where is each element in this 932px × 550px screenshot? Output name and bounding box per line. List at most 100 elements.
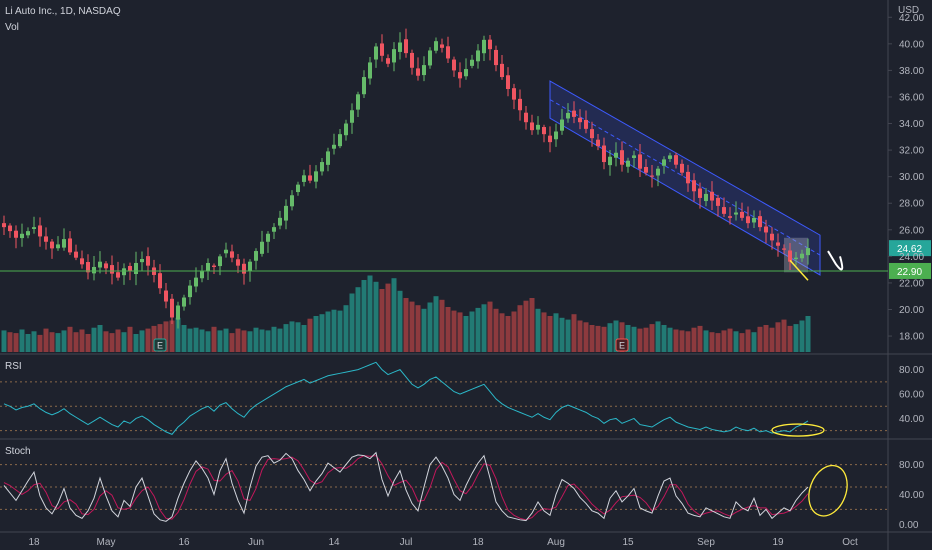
price-candle [764,226,768,233]
volume-bar [469,311,475,352]
volume-bar [637,328,643,352]
price-candle [116,272,120,278]
earnings-marker-label: E [619,341,625,351]
price-candle [728,216,732,218]
volume-bar [745,329,751,352]
volume-bar [181,325,187,352]
price-candle [452,59,456,71]
price-candle [218,256,222,267]
price-tick-label: 42.00 [899,13,924,24]
price-candle [224,249,228,254]
volume-bar [25,334,31,352]
earnings-marker [615,338,629,352]
price-candle [734,212,738,215]
volume-bar [97,325,103,352]
time-tick-label: Aug [547,537,565,548]
volume-bar [799,320,805,352]
volume-bar [109,333,115,352]
volume-bar [337,310,343,352]
price-candle [212,265,216,267]
volume-bar [331,309,337,352]
volume-bar [367,275,373,352]
price-candle [320,162,324,172]
price-candle [632,155,636,159]
price-candle [182,297,186,307]
volume-bar [553,313,559,352]
price-candle [56,244,60,249]
price-tick-label: 38.00 [899,66,924,77]
volume-bar [271,326,277,352]
volume-bar [235,328,241,352]
volume-bar [577,320,583,352]
volume-bar [655,321,661,352]
price-candle [170,298,174,318]
volume-bar [661,325,667,352]
volume-bar [631,326,637,352]
price-candle [524,112,528,123]
time-tick-label: 14 [328,537,340,548]
volume-bar [163,321,169,352]
volume-bar [487,301,493,352]
price-candle [590,129,594,139]
price-candle [68,238,72,253]
volume-bar [613,320,619,352]
volume-bar [667,327,673,352]
volume-bar [529,298,535,352]
volume-bar [313,316,319,352]
volume-bar [73,332,79,352]
price-candle [428,50,432,66]
price-candle [434,41,438,51]
volume-bar [355,287,361,352]
price-candle [128,265,132,271]
time-tick-label: 16 [178,537,190,548]
stoch-highlight-ellipse [808,464,848,517]
volume-bar [247,331,253,352]
volume-bar [139,330,145,352]
price-candle [158,273,162,289]
price-candle [110,265,114,274]
volume-bar [385,283,391,352]
price-candle [272,227,276,232]
volume-bar [727,328,733,352]
price-candle [542,127,546,135]
price-candle [122,268,126,276]
price-candle [140,259,144,263]
price-candle [458,72,462,79]
price-candle [716,197,720,206]
volume-bar [565,319,571,352]
price-candle [644,166,648,173]
volume-bar [361,280,367,352]
rsi-tick-label: 80.00 [899,365,924,376]
price-candle [254,251,258,261]
price-candle [740,211,744,218]
volume-bar [7,332,13,352]
volume-bar [277,328,283,352]
rsi-highlight-ellipse [771,423,825,437]
volume-bar [739,333,745,352]
price-candle [746,216,750,224]
price-candle [8,225,12,232]
price-candle [338,134,342,147]
volume-bar [91,327,97,352]
price-candle [722,207,726,214]
annotations: 22.90 24.62 E E [0,240,931,352]
price-candle [200,270,204,279]
volume-bar [151,325,157,352]
volume-bar [55,333,61,352]
price-candle [74,251,78,258]
price-candle [470,59,474,66]
price-candle [674,155,678,165]
volume-bar [379,289,385,352]
price-candle [80,258,84,265]
price-tick-label: 34.00 [899,119,924,130]
volume-bar [787,325,793,352]
volume-bar [349,293,355,352]
price-candle [614,152,618,158]
volume-bar [535,308,541,352]
volume-bar [223,328,229,352]
price-candle [314,171,318,182]
stoch-d-line [3,455,809,521]
volume-bar [583,322,589,352]
